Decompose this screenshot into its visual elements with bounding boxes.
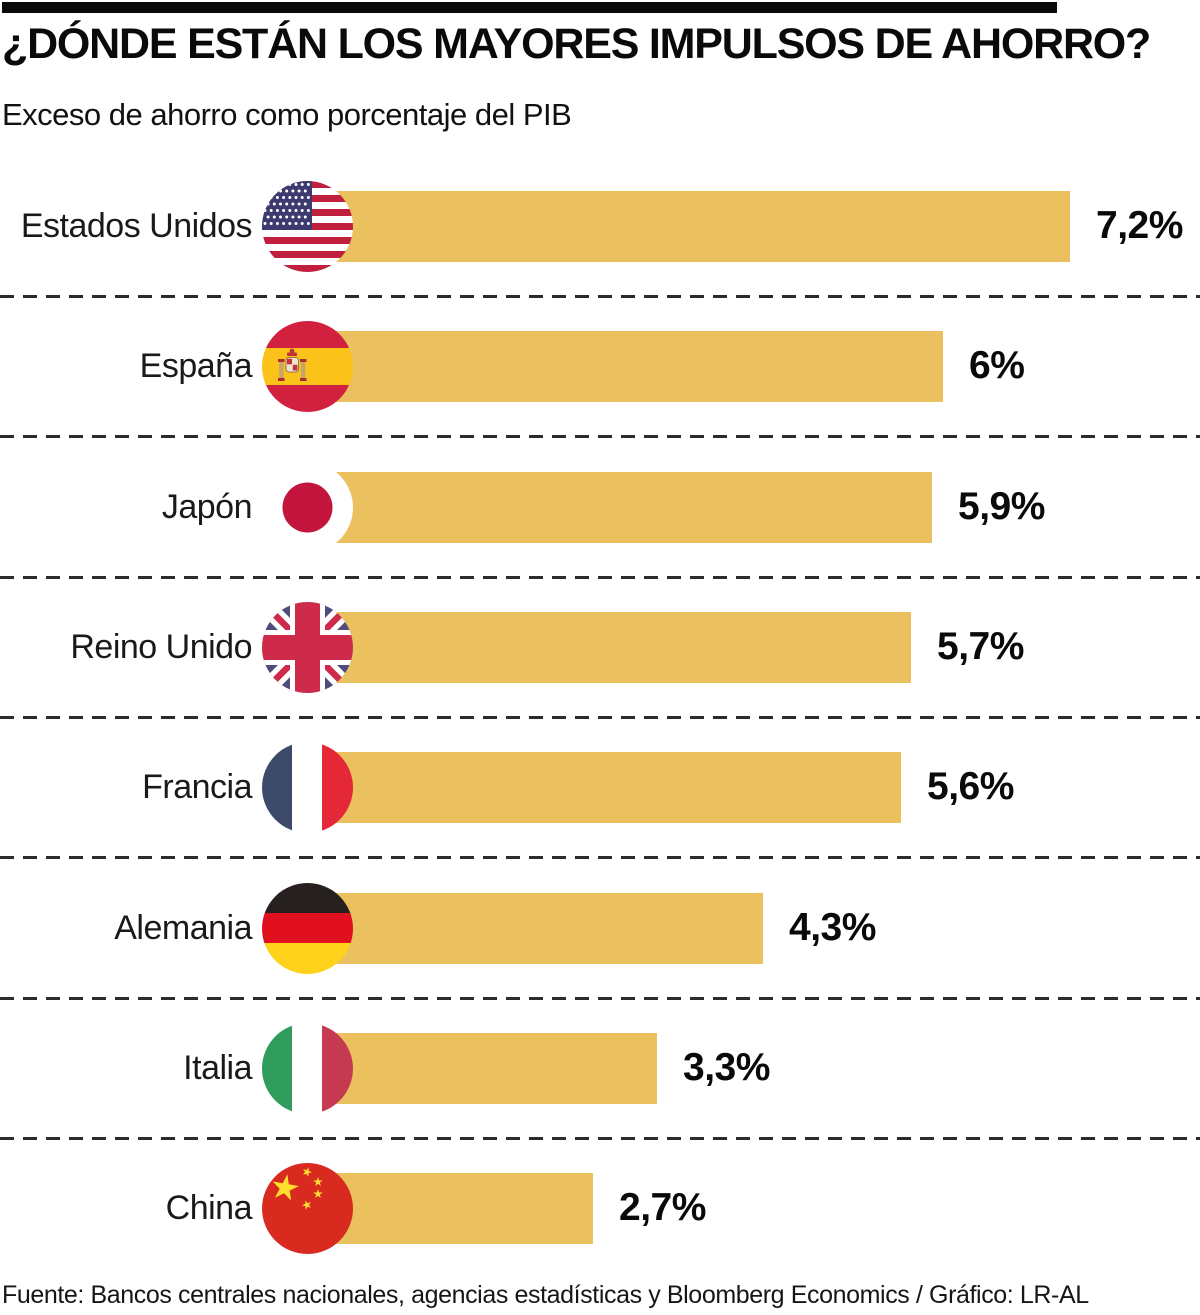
header-accent-bar <box>2 2 1057 13</box>
value-bar <box>307 331 943 402</box>
country-label: España <box>139 347 253 385</box>
value-label: 5,9% <box>958 485 1045 528</box>
es-flag-icon <box>261 320 353 412</box>
value-label: 4,3% <box>789 906 876 949</box>
value-bar <box>307 752 901 823</box>
value-label: 5,7% <box>937 625 1024 668</box>
cn-flag-icon <box>261 1162 353 1254</box>
value-label: 2,7% <box>619 1186 706 1229</box>
value-bar <box>307 191 1070 262</box>
country-label: China <box>165 1189 253 1227</box>
source-note: Fuente: Bancos centrales nacionales, age… <box>2 1281 1089 1309</box>
row-divider <box>0 435 1200 438</box>
row-divider <box>0 716 1200 719</box>
value-bar <box>307 472 932 543</box>
jp-flag-icon <box>261 461 353 553</box>
row-divider <box>0 295 1200 298</box>
value-label: 5,6% <box>927 765 1014 808</box>
row-divider <box>0 997 1200 1000</box>
country-label: Alemania <box>114 909 252 947</box>
country-label: Francia <box>142 768 252 806</box>
row-divider <box>0 856 1200 859</box>
value-bar <box>307 1033 657 1104</box>
value-bar <box>307 612 911 683</box>
us-flag-icon <box>261 180 353 272</box>
country-label: Italia <box>183 1049 252 1087</box>
value-label: 3,3% <box>683 1046 770 1089</box>
row-divider <box>0 576 1200 579</box>
fr-flag-icon <box>261 741 353 833</box>
it-flag-icon <box>261 1022 353 1114</box>
gb-flag-icon <box>261 601 353 693</box>
value-label: 7,2% <box>1096 204 1183 247</box>
chart-title: ¿DÓNDE ESTÁN LOS MAYORES IMPULSOS DE AHO… <box>2 20 1151 68</box>
de-flag-icon <box>261 882 353 974</box>
country-label: Reino Unido <box>70 628 252 666</box>
chart-subtitle: Exceso de ahorro como porcentaje del PIB <box>2 97 572 132</box>
value-bar <box>307 1173 593 1244</box>
value-label: 6% <box>969 344 1025 387</box>
country-label: Japón <box>161 488 253 526</box>
value-bar <box>307 893 763 964</box>
row-divider <box>0 1137 1200 1140</box>
country-label: Estados Unidos <box>20 207 253 245</box>
